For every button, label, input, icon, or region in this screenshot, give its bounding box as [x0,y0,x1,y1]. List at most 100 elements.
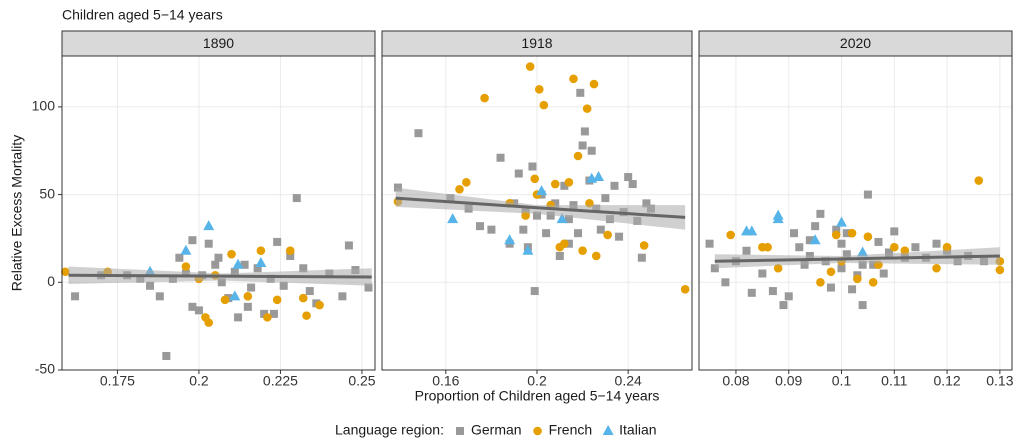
legend-title: Language region: [335,422,444,438]
point [260,309,269,318]
point [615,232,624,241]
point [889,242,899,252]
point [848,285,857,294]
x-tick-label: 0.08 [722,373,749,389]
y-tick-label: 50 [39,185,55,201]
point [230,267,239,276]
point [551,199,560,208]
point [746,225,758,236]
trend-line [68,273,372,279]
point [364,283,373,292]
point [462,178,471,187]
point [596,225,605,234]
point [832,225,841,234]
point [587,146,596,155]
legend-key [456,427,464,435]
point [858,260,867,269]
trend-line [395,196,686,219]
strip-label: 1890 [203,35,234,51]
point [816,277,825,287]
point [229,290,241,301]
point [610,181,619,190]
trend-line [714,254,1000,263]
point [603,230,612,240]
point [628,180,637,189]
point [800,260,809,269]
point [601,194,610,203]
point [263,313,272,322]
point [863,190,872,199]
point [162,351,171,360]
point [146,281,155,290]
point [155,292,164,301]
x-tick-label: 0.16 [432,373,459,389]
point [240,260,249,269]
point [536,185,548,196]
point [60,267,70,277]
x-tick-label: 0.175 [100,373,135,389]
point [298,293,308,303]
point [414,129,423,138]
point [637,253,646,262]
x-tick-label: 0.11 [881,373,907,389]
point [680,285,690,294]
point [232,258,244,269]
point [816,209,825,218]
point [550,179,560,189]
point [247,283,256,292]
point [305,287,314,296]
point [180,244,192,255]
point [447,213,459,224]
point [286,251,295,260]
point [555,251,564,260]
y-axis-label: Relative Excess Mortality [9,135,25,291]
legend-label: French [549,422,593,438]
point [256,246,266,256]
point [642,199,651,208]
point [220,295,230,305]
x-tick-label: 0.25 [348,373,375,389]
x-tick-label: 0.12 [933,373,960,389]
point [539,100,549,110]
point [826,283,835,292]
point [974,176,984,185]
point [204,239,213,248]
x-axis-label: Proportion of Children aged 5−14 years [415,388,660,404]
point [863,232,873,241]
y-tick-label: 0 [47,273,55,289]
strip-label: 2020 [840,35,871,51]
legend-label: Italian [619,422,656,438]
point [593,171,605,182]
panel-border [698,55,1013,371]
point [869,260,878,269]
point [560,239,569,248]
point [487,225,496,234]
x-tick-label: 0.1 [832,373,852,389]
point [299,264,308,273]
point [528,162,537,171]
point [742,246,751,255]
point [188,236,197,245]
point [932,239,941,248]
point [831,230,841,240]
point [582,104,592,113]
point [243,302,252,311]
point [292,194,301,203]
x-tick-label: 0.24 [615,373,642,389]
point [932,263,941,273]
legend: Language region: German French Italian [335,422,657,438]
point [542,229,551,238]
point [772,209,784,220]
panel-border [381,55,693,371]
point [514,169,523,178]
point [188,302,197,311]
point [530,174,540,184]
point [533,211,541,220]
point [879,269,888,278]
point [243,292,253,301]
point [521,211,530,220]
point [253,264,262,273]
y-tick-label: -50 [35,361,55,377]
point [273,237,282,246]
